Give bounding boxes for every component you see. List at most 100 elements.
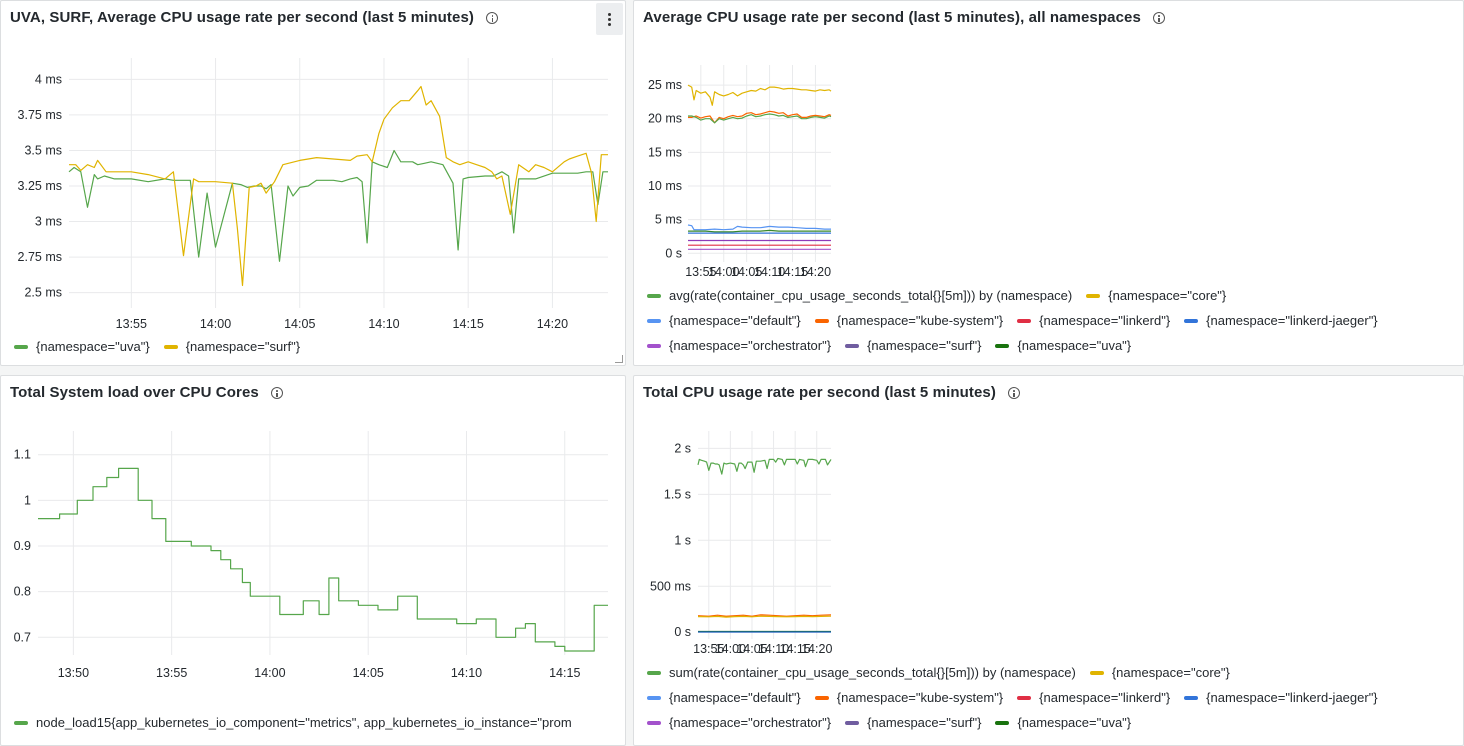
legend-swatch	[814, 695, 829, 700]
x-tick-label: 13:50	[58, 666, 89, 680]
series-line[interactable]	[697, 457, 832, 475]
resize-handle[interactable]	[615, 355, 623, 363]
legend: sum(rate(container_cpu_usage_seconds_tot…	[647, 660, 1392, 735]
series-line[interactable]	[697, 614, 832, 617]
legend-label: {namespace="orchestrator"}	[669, 715, 832, 730]
legend-item[interactable]: {namespace="surf"}	[163, 334, 301, 359]
legend-label: {namespace="linkerd-jaeger"}	[1206, 690, 1378, 705]
series-line[interactable]	[687, 224, 831, 231]
x-tick-label: 14:05	[736, 642, 767, 656]
panel-title[interactable]: Total CPU usage rate per second (last 5 …	[643, 384, 1020, 401]
legend-swatch	[814, 318, 829, 323]
y-tick-label: 3.5 ms	[24, 143, 62, 157]
panel-title[interactable]: Average CPU usage rate per second (last …	[643, 9, 1165, 26]
legend-label: {namespace="default"}	[669, 313, 801, 328]
info-icon[interactable]	[1152, 12, 1165, 24]
y-tick-label: 3.75 ms	[18, 108, 62, 122]
y-tick-label: 3.25 ms	[18, 179, 62, 193]
series-line[interactable]	[687, 84, 832, 106]
series-line[interactable]	[688, 110, 832, 124]
legend-label: sum(rate(container_cpu_usage_seconds_tot…	[669, 665, 1076, 680]
legend-item[interactable]: {namespace="orchestrator"}	[647, 710, 831, 735]
legend-item[interactable]: {namespace="uva"}	[14, 334, 150, 359]
legend-item[interactable]: {namespace="uva"}	[995, 710, 1131, 735]
x-tick-label: 13:55	[685, 265, 716, 279]
y-tick-label: 4 ms	[35, 72, 62, 86]
legend-item[interactable]: {namespace="surf"}	[845, 333, 981, 358]
legend-item[interactable]: {namespace="linkerd-jaeger"}	[1184, 685, 1378, 710]
legend-item[interactable]: {namespace="orchestrator"}	[647, 333, 831, 358]
legend-row: avg(rate(container_cpu_usage_seconds_tot…	[647, 283, 1392, 308]
legend-item[interactable]: node_load15{app_kubernetes_io_component=…	[14, 710, 572, 735]
legend-item[interactable]: {namespace="linkerd"}	[1017, 685, 1170, 710]
legend-swatch	[163, 344, 178, 349]
legend-item[interactable]: avg(rate(container_cpu_usage_seconds_tot…	[647, 283, 1072, 308]
panel-menu-button[interactable]	[596, 3, 623, 35]
info-icon[interactable]	[1007, 387, 1020, 399]
legend-item[interactable]: {namespace="core"}	[1089, 660, 1230, 685]
series-line[interactable]	[69, 85, 608, 287]
legend-label: {namespace="core"}	[1108, 288, 1227, 303]
y-tick-label: 1.1	[14, 448, 31, 462]
legend-item[interactable]: sum(rate(container_cpu_usage_seconds_tot…	[647, 660, 1076, 685]
legend-item[interactable]: {namespace="kube-system"}	[814, 685, 1004, 710]
series-line[interactable]	[68, 149, 608, 262]
legend-swatch	[647, 720, 661, 725]
y-tick-label: 10 ms	[648, 179, 682, 193]
chart: 2 s 1.5 s 1 s 500 ms 0 s13:5514:0014:0514:10…	[650, 431, 832, 656]
legend-swatch	[647, 343, 661, 348]
x-tick-label: 14:10	[758, 642, 789, 656]
panel-title[interactable]: Total System load over CPU Cores	[10, 384, 283, 401]
legend-row: {namespace="uva"} {namespace="surf"}	[14, 334, 314, 359]
y-tick-label: 25 ms	[648, 78, 682, 92]
legend-swatch	[845, 343, 860, 348]
series-line[interactable]	[697, 615, 832, 618]
x-tick-label: 14:15	[780, 642, 811, 656]
series-line[interactable]	[38, 467, 608, 652]
legend-label: {namespace="orchestrator"}	[669, 338, 832, 353]
legend-item[interactable]: {namespace="default"}	[647, 685, 801, 710]
x-tick-label: 14:15	[549, 666, 580, 680]
x-tick-label: 14:20	[800, 265, 831, 279]
legend-item[interactable]: {namespace="uva"}	[995, 333, 1131, 358]
info-icon[interactable]	[270, 387, 283, 399]
legend-label: {namespace="linkerd"}	[1039, 690, 1171, 705]
legend-item[interactable]: {namespace="default"}	[647, 308, 801, 333]
legend-swatch	[845, 720, 860, 725]
legend-label: {namespace="kube-system"}	[836, 690, 1004, 705]
legend-label: {namespace="surf"}	[185, 339, 301, 354]
x-tick-label: 14:05	[284, 317, 315, 331]
y-tick-label: 20 ms	[648, 112, 682, 126]
legend-label: {namespace="surf"}	[867, 338, 982, 353]
x-tick-label: 14:15	[453, 317, 484, 331]
series-line[interactable]	[688, 229, 831, 233]
legend-swatch	[647, 670, 661, 675]
info-icon[interactable]	[486, 12, 499, 24]
legend-swatch	[1184, 695, 1199, 700]
panel-title[interactable]: UVA, SURF, Average CPU usage rate per se…	[10, 9, 499, 26]
series-line[interactable]	[688, 113, 832, 124]
legend-swatch	[647, 318, 661, 323]
legend-swatch	[995, 343, 1010, 348]
legend-label: {namespace="linkerd"}	[1039, 313, 1171, 328]
legend-item[interactable]: {namespace="linkerd"}	[1017, 308, 1170, 333]
y-tick-label: 2.5 ms	[24, 286, 62, 300]
legend-item[interactable]: {namespace="surf"}	[845, 710, 981, 735]
x-tick-label: 14:00	[254, 666, 285, 680]
legend-label: {namespace="surf"}	[867, 715, 982, 730]
y-tick-label: 3 ms	[35, 215, 62, 229]
legend-swatch	[1017, 318, 1032, 323]
legend-item[interactable]: {namespace="core"}	[1086, 283, 1226, 308]
y-tick-label: 5 ms	[655, 213, 682, 227]
panel-total-cpu: Total CPU usage rate per second (last 5 …	[633, 375, 1464, 746]
x-tick-label: 13:55	[156, 666, 187, 680]
y-tick-label: 1	[24, 493, 31, 507]
x-tick-label: 14:20	[801, 642, 832, 656]
legend-item[interactable]: {namespace="linkerd-jaeger"}	[1184, 308, 1378, 333]
legend-item[interactable]: {namespace="kube-system"}	[814, 308, 1003, 333]
y-tick-label: 0 s	[665, 246, 682, 260]
legend-row: {namespace="default"} {namespace="kube-sy…	[647, 308, 1392, 333]
legend-label: {namespace="core"}	[1111, 665, 1230, 680]
x-tick-label: 14:10	[754, 265, 785, 279]
